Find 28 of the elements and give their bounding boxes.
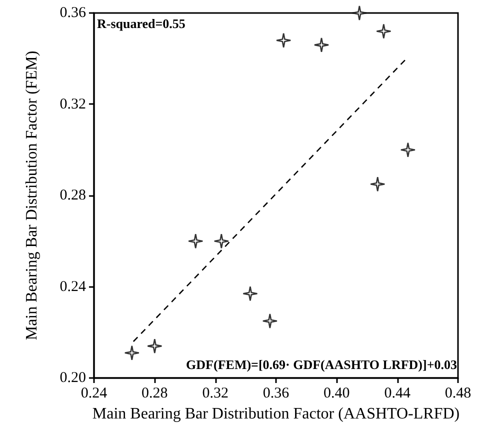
- y-tick-label: 0.36: [60, 5, 86, 21]
- point: [370, 176, 386, 192]
- point: [376, 24, 392, 39]
- point: [262, 313, 278, 329]
- x-axis-title: Main Bearing Bar Distribution Factor (AASHTO-LRFD): [92, 405, 460, 422]
- point: [214, 233, 230, 249]
- point: [314, 37, 330, 53]
- x-tick-label: 0.48: [444, 386, 472, 402]
- x-tick-label: 0.40: [324, 386, 350, 402]
- point: [352, 5, 368, 21]
- x-tick-label: 0.36: [262, 386, 290, 402]
- point: [276, 32, 292, 48]
- point: [147, 338, 162, 354]
- y-tick-label: 0.24: [60, 278, 86, 295]
- point: [188, 233, 204, 249]
- x-tick-label: 0.44: [384, 386, 411, 402]
- point: [124, 345, 140, 361]
- annotation: GDF(FEM)=[0.69· GDF(AASHTO LRFD)]+0.03: [186, 357, 458, 372]
- y-tick-label: 0.32: [60, 96, 86, 112]
- x-tick-label: 0.32: [202, 386, 228, 402]
- y-tick-label: 0.28: [60, 188, 86, 204]
- y-tick-label: 0.20: [60, 370, 86, 386]
- y-axis-title: Main Bearing Bar Distribution Factor (FEM): [24, 50, 40, 340]
- x-tick-label: 0.24: [80, 386, 108, 402]
- annotation: R-squared=0.55: [97, 16, 186, 31]
- point: [242, 286, 258, 302]
- x-tick-label: 0.28: [142, 386, 168, 402]
- point: [400, 142, 416, 158]
